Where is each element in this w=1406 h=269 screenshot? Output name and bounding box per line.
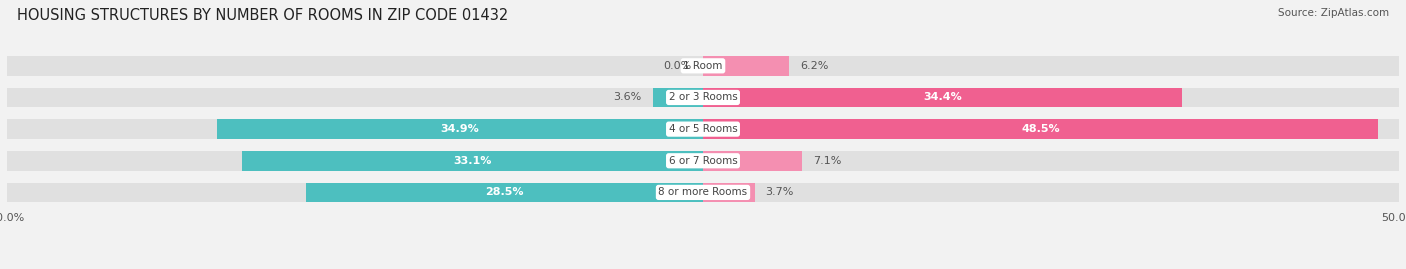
Bar xyxy=(307,183,703,202)
Bar xyxy=(703,151,801,171)
Bar xyxy=(703,183,755,202)
Bar xyxy=(7,183,1399,202)
Text: 0.0%: 0.0% xyxy=(664,61,692,71)
Text: 34.9%: 34.9% xyxy=(440,124,479,134)
Text: HOUSING STRUCTURES BY NUMBER OF ROOMS IN ZIP CODE 01432: HOUSING STRUCTURES BY NUMBER OF ROOMS IN… xyxy=(17,8,508,23)
Text: 34.4%: 34.4% xyxy=(922,93,962,102)
Text: 8 or more Rooms: 8 or more Rooms xyxy=(658,187,748,197)
Text: 28.5%: 28.5% xyxy=(485,187,524,197)
Bar xyxy=(242,151,703,171)
Text: 3.7%: 3.7% xyxy=(766,187,794,197)
Bar xyxy=(703,88,1182,107)
Text: 4 or 5 Rooms: 4 or 5 Rooms xyxy=(669,124,737,134)
Bar xyxy=(7,88,1399,107)
Bar xyxy=(7,119,1399,139)
Bar xyxy=(652,88,703,107)
Bar xyxy=(217,119,703,139)
Bar xyxy=(7,151,1399,171)
Text: 33.1%: 33.1% xyxy=(454,156,492,166)
Text: 1 Room: 1 Room xyxy=(683,61,723,71)
Text: 6.2%: 6.2% xyxy=(800,61,828,71)
Text: 3.6%: 3.6% xyxy=(613,93,641,102)
Text: 48.5%: 48.5% xyxy=(1021,124,1060,134)
Bar xyxy=(703,56,789,76)
Text: 6 or 7 Rooms: 6 or 7 Rooms xyxy=(669,156,737,166)
Text: 2 or 3 Rooms: 2 or 3 Rooms xyxy=(669,93,737,102)
Bar xyxy=(703,119,1378,139)
Text: 7.1%: 7.1% xyxy=(813,156,841,166)
Bar xyxy=(7,56,1399,76)
Text: Source: ZipAtlas.com: Source: ZipAtlas.com xyxy=(1278,8,1389,18)
